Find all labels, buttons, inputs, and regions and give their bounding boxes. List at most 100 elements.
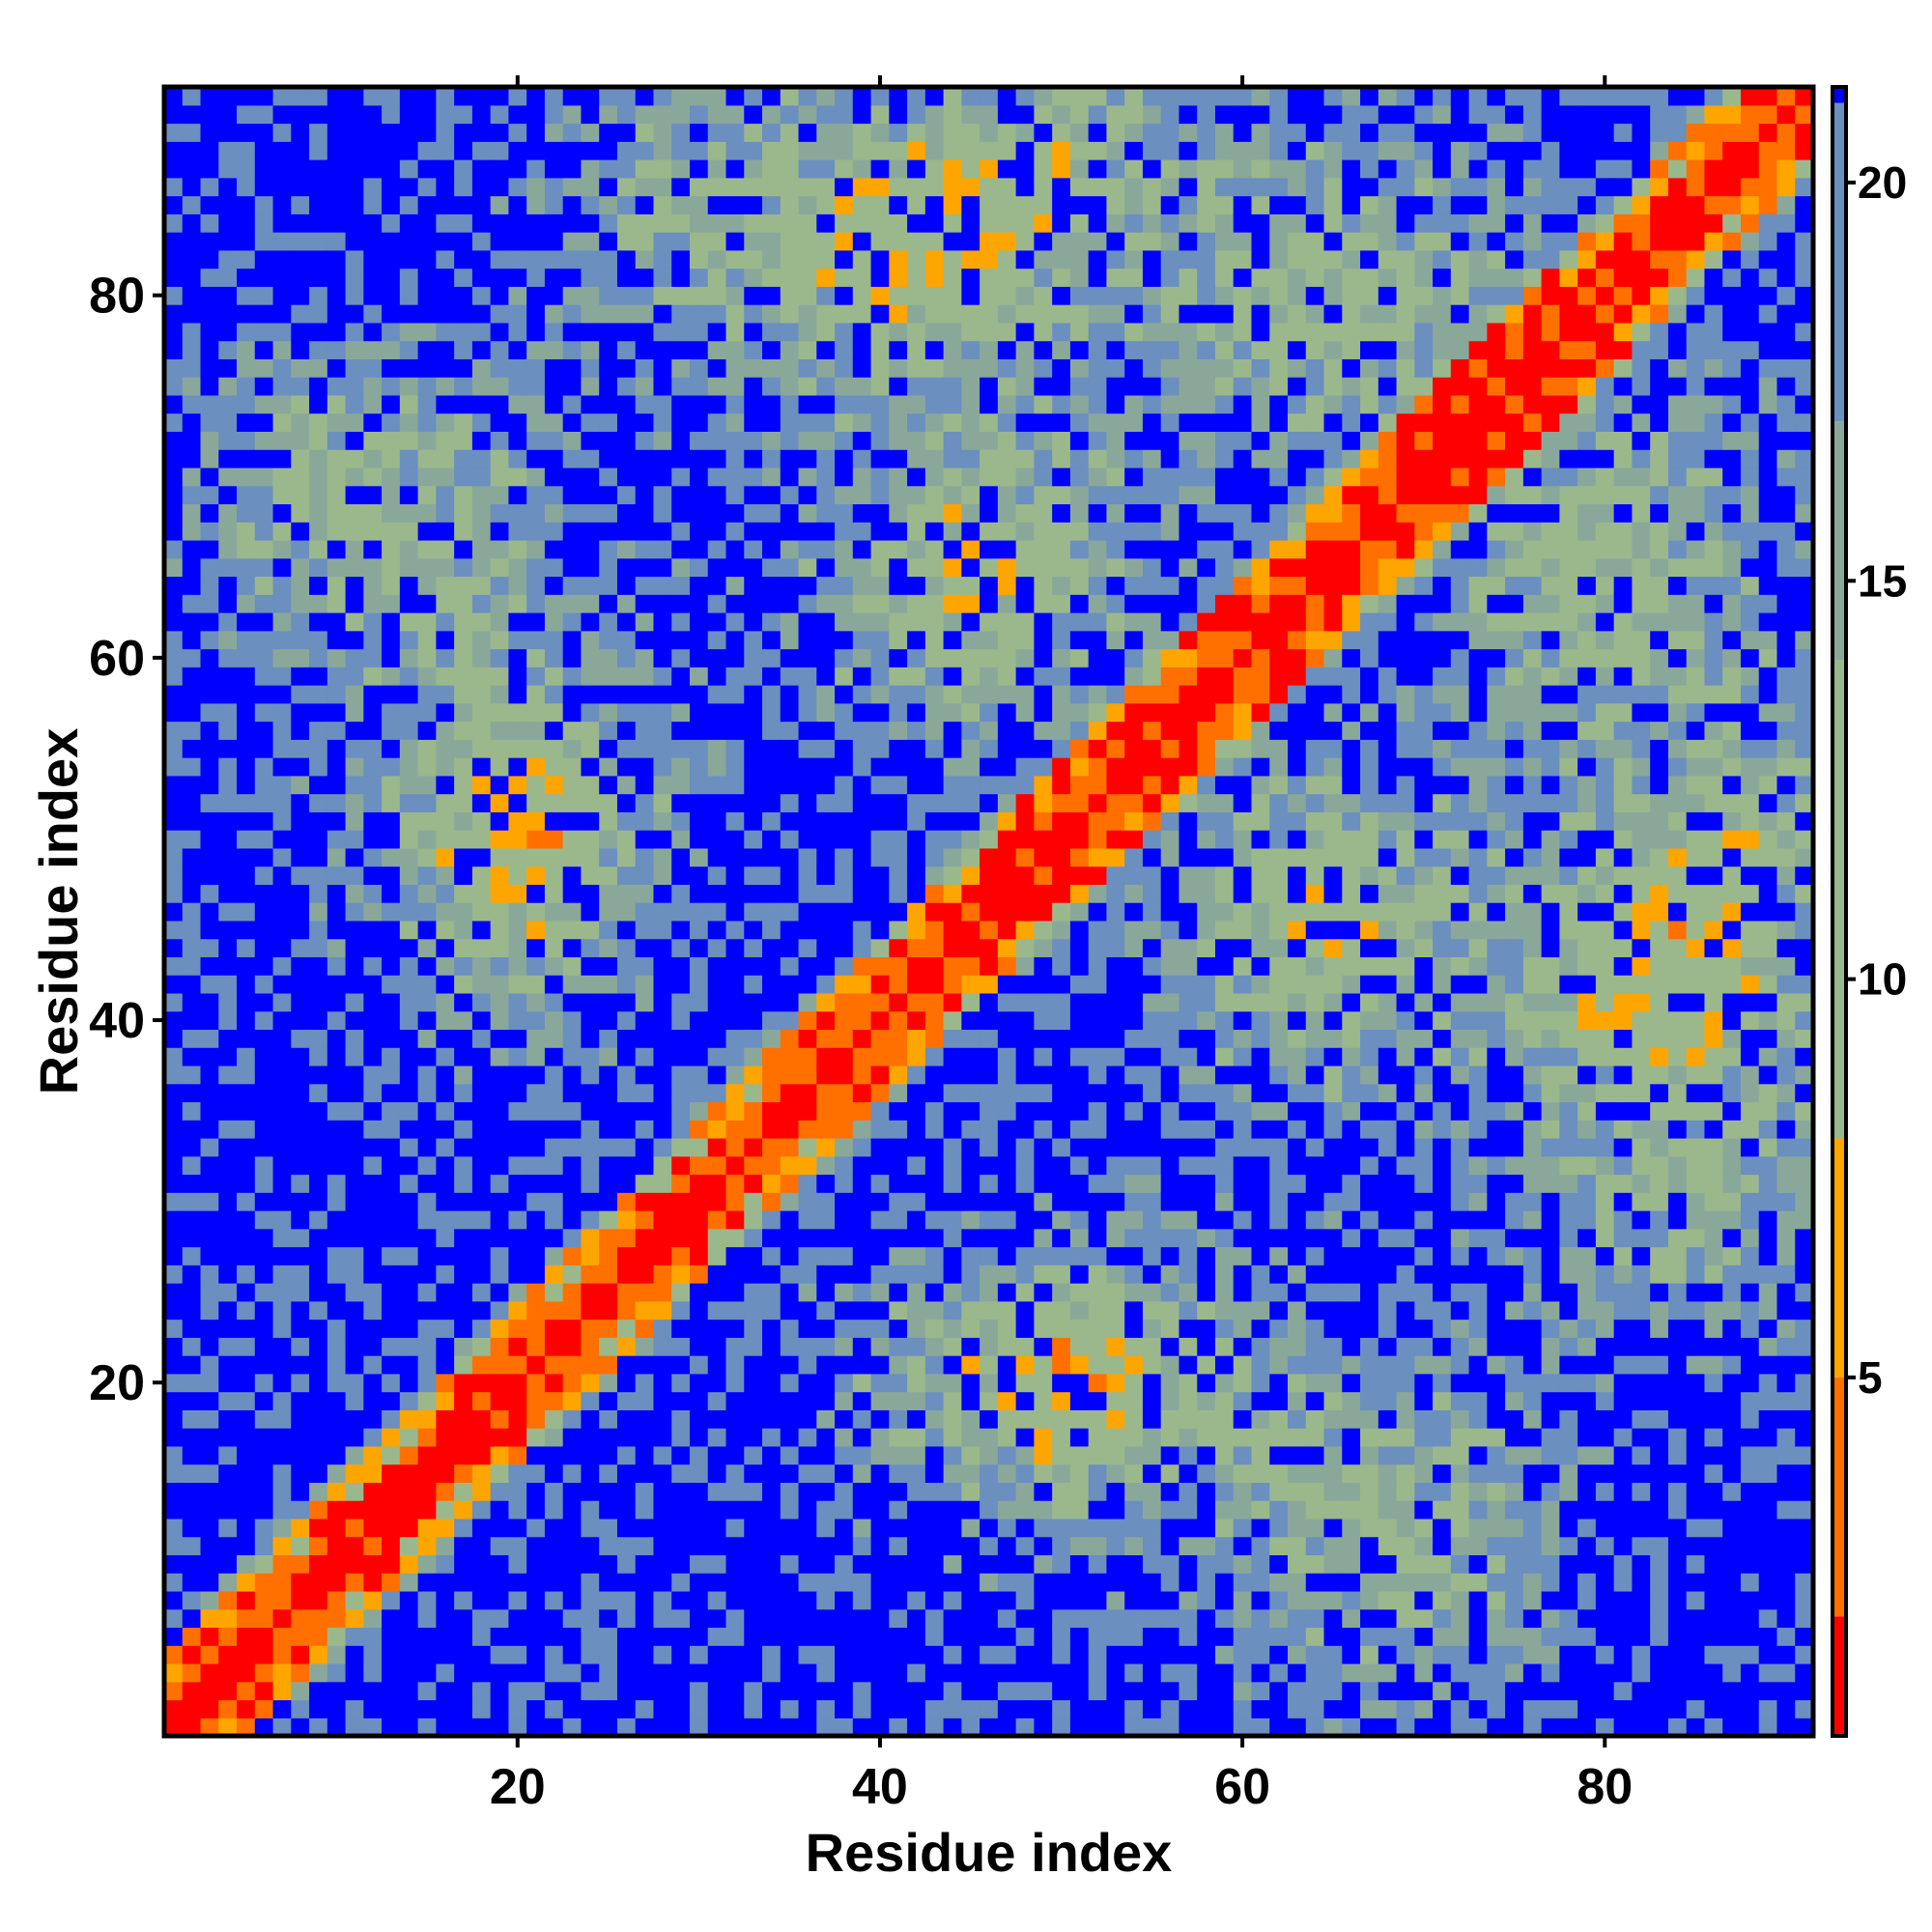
heatmap-cell [382, 1482, 401, 1501]
heatmap-cell [671, 938, 691, 957]
heatmap-cell [417, 1283, 437, 1302]
heatmap-cell [1106, 1554, 1125, 1574]
heatmap-cell [1015, 902, 1035, 922]
heatmap-cell [852, 412, 872, 433]
heatmap-cell [544, 775, 564, 795]
heatmap-cell [182, 702, 202, 723]
heatmap-cell [581, 1428, 600, 1447]
heatmap-cell [382, 485, 401, 505]
heatmap-cell [508, 667, 527, 686]
heatmap-cell [924, 1500, 945, 1520]
heatmap-cell [599, 811, 618, 831]
heatmap-cell [345, 1627, 364, 1646]
heatmap-cell [508, 811, 527, 831]
heatmap-cell [1052, 304, 1071, 324]
heatmap-cell [798, 1373, 817, 1393]
heatmap-cell [943, 340, 962, 359]
heatmap-cell [616, 1590, 637, 1610]
heatmap-cell [363, 739, 383, 758]
heatmap-cell [980, 557, 999, 578]
heatmap-cell [907, 902, 926, 922]
heatmap-cell [671, 1409, 691, 1429]
heatmap-cell [635, 1718, 655, 1737]
heatmap-cell [1069, 141, 1090, 160]
heatmap-cell [961, 1101, 980, 1121]
heatmap-cell [889, 938, 908, 957]
heatmap-cell [1088, 648, 1108, 668]
heatmap-cell [309, 685, 328, 704]
heatmap-cell [1088, 1337, 1108, 1356]
heatmap-cell [1088, 557, 1108, 578]
heatmap-cell [363, 630, 383, 650]
heatmap-cell [363, 1083, 383, 1103]
heatmap-cell [309, 232, 328, 251]
heatmap-cell [526, 557, 546, 578]
heatmap-cell [309, 1355, 328, 1375]
heatmap-cell [1034, 358, 1053, 378]
heatmap-cell [544, 866, 564, 885]
heatmap-cell [980, 539, 999, 559]
heatmap-cell [725, 522, 745, 541]
heatmap-cell [616, 177, 637, 197]
heatmap-cell [762, 522, 781, 541]
heatmap-cell [943, 1645, 962, 1664]
heatmap-cell [707, 721, 727, 740]
heatmap-cell [835, 1300, 854, 1321]
heatmap-cell [309, 1246, 328, 1265]
heatmap-cell [436, 1608, 455, 1629]
heatmap-cell [924, 847, 945, 867]
heatmap-cell [237, 793, 256, 812]
heatmap-cell [291, 1681, 310, 1701]
heatmap-cell [200, 1065, 219, 1085]
heatmap-cell [309, 1645, 328, 1664]
heatmap-cell [997, 1391, 1017, 1410]
heatmap-cell [653, 811, 672, 831]
heatmap-cell [653, 123, 672, 142]
heatmap-cell [471, 975, 492, 994]
heatmap-cell [816, 1428, 836, 1447]
heatmap-cell [1142, 1300, 1162, 1321]
heatmap-cell [907, 104, 926, 125]
heatmap-cell [581, 394, 600, 414]
heatmap-cell [490, 1319, 510, 1338]
heatmap-cell [345, 358, 364, 378]
heatmap-cell [454, 576, 473, 595]
heatmap-cell [164, 377, 184, 396]
heatmap-cell [200, 830, 219, 849]
heatmap-cell [526, 1518, 546, 1538]
heatmap-cell [454, 1065, 473, 1085]
heatmap-cell [798, 1029, 817, 1048]
heatmap-cell [907, 1137, 926, 1157]
heatmap-cell [345, 1536, 364, 1556]
heatmap-cell [471, 884, 492, 903]
heatmap-cell [218, 1718, 238, 1737]
heatmap-cell [1069, 702, 1090, 723]
heatmap-cell [1124, 1373, 1144, 1393]
heatmap-cell [725, 757, 745, 777]
heatmap-cell [1015, 576, 1035, 595]
heatmap-cell [924, 123, 945, 142]
heatmap-cell [544, 377, 564, 396]
heatmap-cell [835, 286, 854, 305]
heatmap-cell [635, 1029, 655, 1048]
heatmap-cell [980, 956, 999, 976]
heatmap-cell [581, 902, 600, 922]
heatmap-cell [1052, 938, 1071, 957]
heatmap-cell [345, 902, 364, 922]
heatmap-cell [218, 1319, 238, 1338]
heatmap-cell [164, 467, 184, 487]
heatmap-cell [345, 757, 364, 777]
heatmap-cell [762, 213, 781, 233]
heatmap-cell [382, 1010, 401, 1031]
heatmap-cell [417, 576, 437, 595]
heatmap-cell [980, 522, 999, 541]
heatmap-cell [200, 775, 219, 795]
heatmap-cell [961, 159, 980, 179]
heatmap-cell [1034, 539, 1053, 559]
heatmap-cell [1088, 847, 1108, 867]
heatmap-cell [798, 1662, 817, 1683]
heatmap-cell [616, 1264, 637, 1284]
heatmap-cell [544, 1409, 564, 1429]
heatmap-cell [997, 522, 1017, 541]
heatmap-cell [1034, 412, 1053, 433]
